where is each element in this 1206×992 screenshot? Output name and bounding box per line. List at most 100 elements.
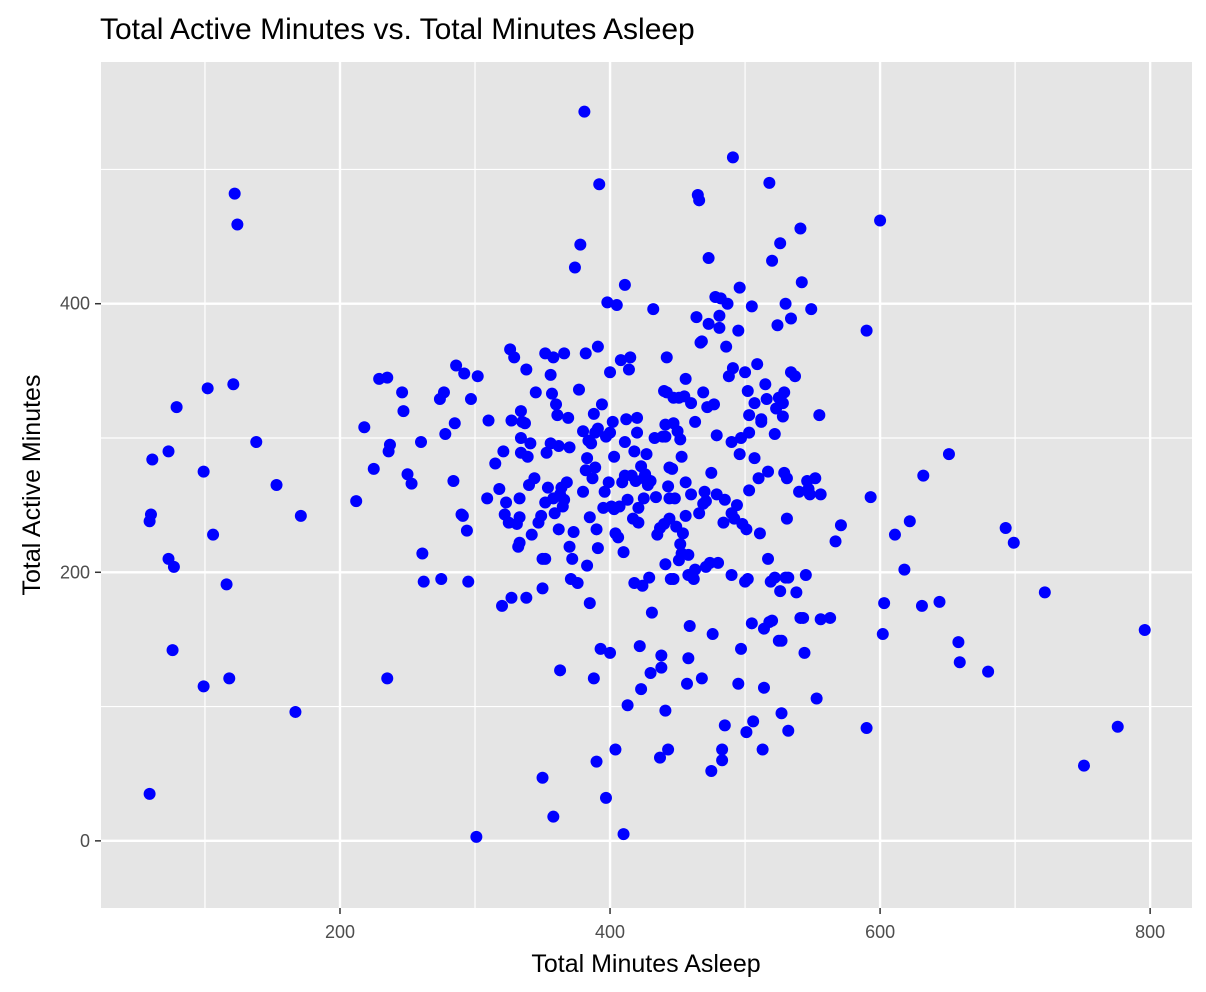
data-point (693, 507, 706, 520)
data-point (591, 340, 604, 353)
data-point (632, 501, 645, 514)
y-tick-label: 0 (80, 831, 90, 851)
data-point (712, 556, 725, 569)
data-point (513, 492, 526, 505)
data-point (289, 705, 302, 718)
data-point (617, 828, 630, 841)
data-point (551, 409, 564, 422)
data-point (775, 707, 788, 720)
data-point (748, 452, 761, 465)
data-point (624, 351, 637, 364)
data-point (705, 765, 718, 778)
data-point (663, 512, 676, 525)
data-point (743, 484, 756, 497)
data-point (540, 446, 553, 459)
data-point (732, 324, 745, 337)
data-point (622, 363, 635, 376)
data-point (733, 448, 746, 461)
data-point (201, 382, 214, 395)
data-point (732, 677, 745, 690)
data-point (659, 704, 672, 717)
data-point (493, 483, 506, 496)
data-point (662, 480, 675, 493)
x-tick-label: 600 (865, 922, 895, 942)
data-point (860, 722, 873, 735)
data-point (667, 573, 680, 585)
data-point (710, 429, 723, 442)
data-point (814, 613, 827, 626)
data-point (649, 491, 662, 504)
data-point (752, 472, 765, 485)
data-point (824, 611, 837, 624)
x-axis: 200 400 600 800 (325, 908, 1165, 942)
data-point (170, 401, 183, 414)
data-point (583, 511, 596, 524)
data-point (558, 493, 571, 506)
data-point (591, 542, 604, 555)
data-point (447, 474, 460, 487)
data-point (725, 568, 738, 581)
data-point (294, 509, 307, 522)
data-point (668, 492, 681, 505)
data-point (810, 692, 823, 705)
data-point (718, 493, 731, 506)
data-point (613, 500, 626, 513)
data-point (654, 751, 667, 764)
data-point (730, 499, 743, 512)
data-point (798, 646, 811, 659)
data-point (685, 488, 698, 501)
data-point (589, 461, 602, 474)
data-point (514, 405, 527, 418)
data-point (572, 383, 585, 396)
data-point (780, 512, 793, 525)
data-point (482, 414, 495, 427)
y-tick-label: 400 (60, 294, 90, 314)
data-point (513, 536, 526, 549)
data-point (637, 492, 650, 505)
data-point (782, 571, 795, 584)
data-point (917, 469, 930, 482)
data-point (681, 677, 694, 690)
data-point (458, 367, 471, 380)
data-point (740, 523, 753, 536)
data-point (720, 340, 733, 353)
data-point (745, 617, 758, 630)
data-point (953, 656, 966, 669)
data-point (566, 552, 579, 565)
data-point (381, 672, 394, 685)
data-point (753, 527, 766, 540)
data-point (562, 411, 575, 424)
data-point (794, 222, 807, 235)
data-point (655, 649, 668, 662)
data-point (528, 472, 541, 485)
data-point (716, 743, 729, 756)
x-axis-title: Total Minutes Asleep (531, 950, 760, 978)
data-point (358, 421, 371, 434)
data-point (775, 634, 788, 647)
data-point (748, 397, 761, 410)
data-point (617, 546, 630, 559)
data-point (587, 407, 600, 420)
data-point (529, 386, 542, 399)
data-point (250, 436, 263, 449)
data-point (539, 552, 552, 565)
data-point (381, 371, 394, 384)
data-point (766, 254, 779, 267)
data-point (774, 237, 787, 250)
data-point (223, 672, 236, 685)
data-point (270, 479, 283, 491)
data-point (547, 810, 560, 823)
data-point (545, 387, 558, 400)
data-point (601, 296, 614, 309)
data-point (878, 597, 891, 610)
data-point (228, 187, 241, 200)
data-point (608, 450, 621, 463)
data-point (693, 194, 706, 207)
data-point (766, 614, 779, 627)
data-point (417, 575, 430, 588)
data-point (415, 436, 428, 449)
data-point (609, 743, 622, 756)
data-point (548, 507, 561, 520)
data-point (682, 652, 695, 665)
data-point (655, 661, 668, 674)
